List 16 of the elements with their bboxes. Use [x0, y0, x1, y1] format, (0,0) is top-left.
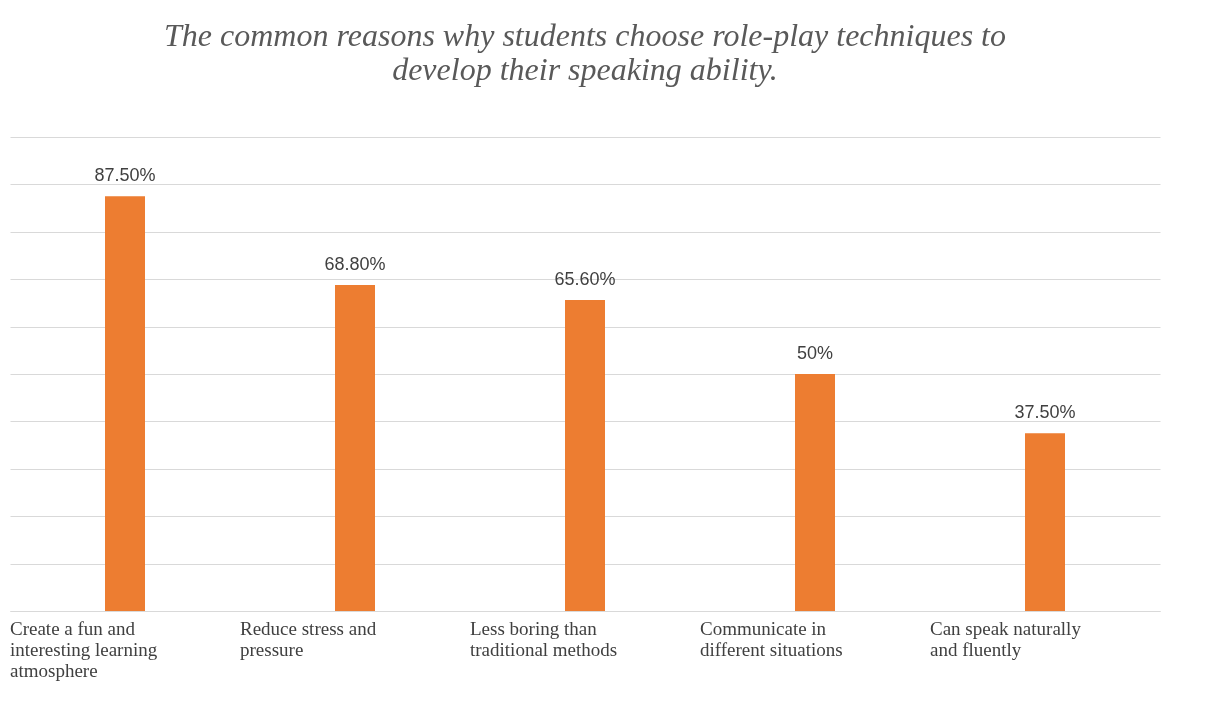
bar [1025, 433, 1065, 611]
x-tick-label: Create a fun and interesting learning atmosphere [10, 617, 158, 681]
data-label: 50% [796, 343, 834, 363]
data-label: 87.50% [94, 165, 156, 186]
x-tick-label: Communicate in different situations [700, 617, 843, 660]
data-label: 65.60% [554, 269, 616, 290]
bar [335, 284, 375, 611]
data-label: 68.80% [324, 253, 386, 274]
x-tick-label: Less boring than traditional methods [470, 617, 618, 660]
x-tick-label: Reduce stress and pressure [240, 617, 377, 660]
bar [565, 300, 605, 611]
data-label: 37.50% [1014, 402, 1076, 423]
bar [105, 196, 145, 611]
chart-title: The common reasons why students choose role-play techniques to develop their speaking ability. [164, 17, 1006, 87]
bar [795, 374, 835, 611]
x-tick-label: Can speak naturally and fluently [930, 617, 1082, 660]
